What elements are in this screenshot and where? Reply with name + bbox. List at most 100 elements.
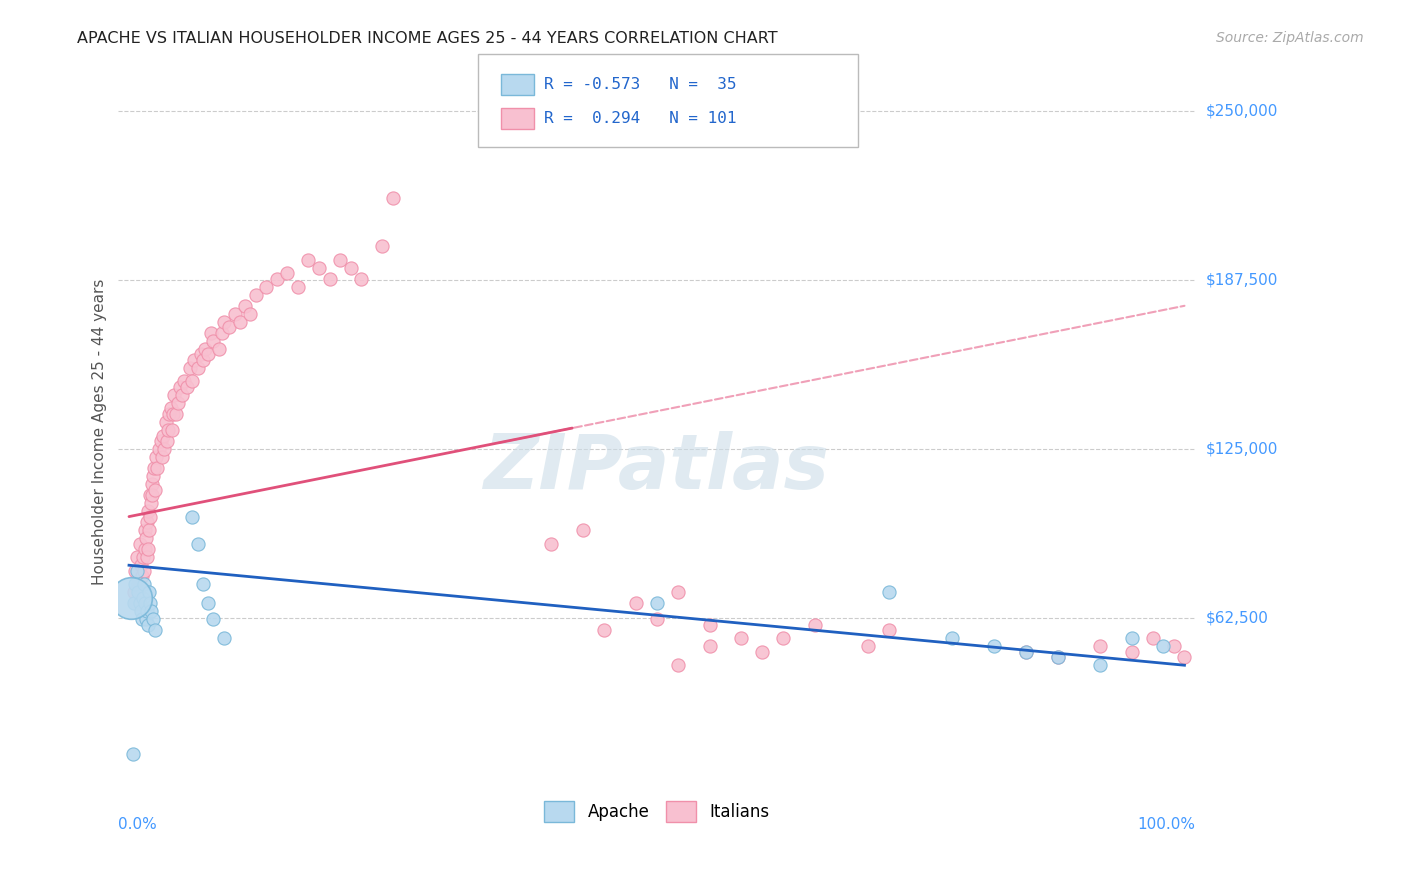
Point xyxy=(145,450,167,464)
Point xyxy=(1173,650,1195,665)
Point xyxy=(287,280,309,294)
Point xyxy=(170,388,193,402)
Point xyxy=(983,640,1005,654)
Point xyxy=(142,469,165,483)
Point xyxy=(329,252,352,267)
Point xyxy=(245,288,267,302)
Point xyxy=(191,352,214,367)
Point xyxy=(134,523,156,537)
Point xyxy=(141,477,163,491)
Point xyxy=(211,326,233,340)
Point xyxy=(229,315,252,329)
Point xyxy=(150,450,173,464)
Point xyxy=(308,260,330,275)
Point xyxy=(254,280,277,294)
Point xyxy=(169,380,191,394)
Text: ZIPatlas: ZIPatlas xyxy=(484,431,830,505)
Point xyxy=(1121,645,1143,659)
Point xyxy=(730,631,752,645)
Point xyxy=(233,299,256,313)
Point xyxy=(124,564,146,578)
Point xyxy=(129,604,152,618)
Text: 100.0%: 100.0% xyxy=(1137,817,1195,832)
Point xyxy=(135,531,157,545)
Point xyxy=(239,307,262,321)
Point xyxy=(297,252,319,267)
Point xyxy=(751,645,773,659)
Point xyxy=(160,401,183,416)
Point xyxy=(136,541,159,556)
Point xyxy=(941,631,963,645)
Point xyxy=(339,260,361,275)
Y-axis label: Householder Income Ages 25 - 44 years: Householder Income Ages 25 - 44 years xyxy=(93,279,107,585)
Point xyxy=(1142,631,1164,645)
Point xyxy=(141,604,163,618)
Point xyxy=(136,604,159,618)
Point xyxy=(139,596,162,610)
Point xyxy=(125,596,148,610)
Text: 0.0%: 0.0% xyxy=(118,817,157,832)
Point xyxy=(166,407,188,421)
Text: $187,500: $187,500 xyxy=(1206,273,1278,287)
Point xyxy=(804,617,827,632)
Point xyxy=(139,488,162,502)
Point xyxy=(645,612,668,626)
Point xyxy=(162,407,184,421)
Point xyxy=(197,347,219,361)
Point xyxy=(120,591,142,605)
Point xyxy=(202,612,225,626)
Text: R = -0.573   N =  35: R = -0.573 N = 35 xyxy=(544,78,737,92)
Text: $250,000: $250,000 xyxy=(1206,103,1278,119)
Point xyxy=(136,617,159,632)
Point xyxy=(138,523,160,537)
Point xyxy=(142,612,165,626)
Point xyxy=(212,631,235,645)
Point xyxy=(1088,640,1111,654)
Point xyxy=(131,612,153,626)
Text: Source: ZipAtlas.com: Source: ZipAtlas.com xyxy=(1216,31,1364,45)
Point xyxy=(138,585,160,599)
Point xyxy=(152,428,174,442)
Point xyxy=(128,577,150,591)
Point xyxy=(155,415,177,429)
Text: R =  0.294   N = 101: R = 0.294 N = 101 xyxy=(544,112,737,126)
Point xyxy=(145,483,167,497)
Point xyxy=(157,407,180,421)
Point xyxy=(266,272,288,286)
Point xyxy=(183,352,205,367)
Point xyxy=(146,461,169,475)
Point xyxy=(128,596,150,610)
Point xyxy=(1046,650,1069,665)
Point xyxy=(645,596,668,610)
Point xyxy=(593,623,616,637)
Point xyxy=(666,658,689,673)
Point xyxy=(276,266,298,280)
Point xyxy=(156,434,179,448)
Point xyxy=(136,515,159,529)
Point xyxy=(141,488,163,502)
Point xyxy=(176,380,198,394)
Point xyxy=(162,423,184,437)
Point xyxy=(200,326,222,340)
Point xyxy=(1046,650,1069,665)
Point xyxy=(381,191,404,205)
Point xyxy=(143,461,166,475)
Point xyxy=(132,564,155,578)
Point xyxy=(124,577,146,591)
Point xyxy=(572,523,595,537)
Point xyxy=(624,596,647,610)
Point xyxy=(124,596,146,610)
Point xyxy=(666,585,689,599)
Point xyxy=(148,442,170,456)
Point xyxy=(153,442,176,456)
Point xyxy=(772,631,794,645)
Point xyxy=(877,585,900,599)
Point xyxy=(132,591,155,605)
Point xyxy=(141,496,163,510)
Point xyxy=(197,596,219,610)
Text: $62,500: $62,500 xyxy=(1206,610,1270,625)
Point xyxy=(191,577,214,591)
Point xyxy=(699,617,721,632)
Point xyxy=(136,550,159,565)
Point xyxy=(131,569,153,583)
